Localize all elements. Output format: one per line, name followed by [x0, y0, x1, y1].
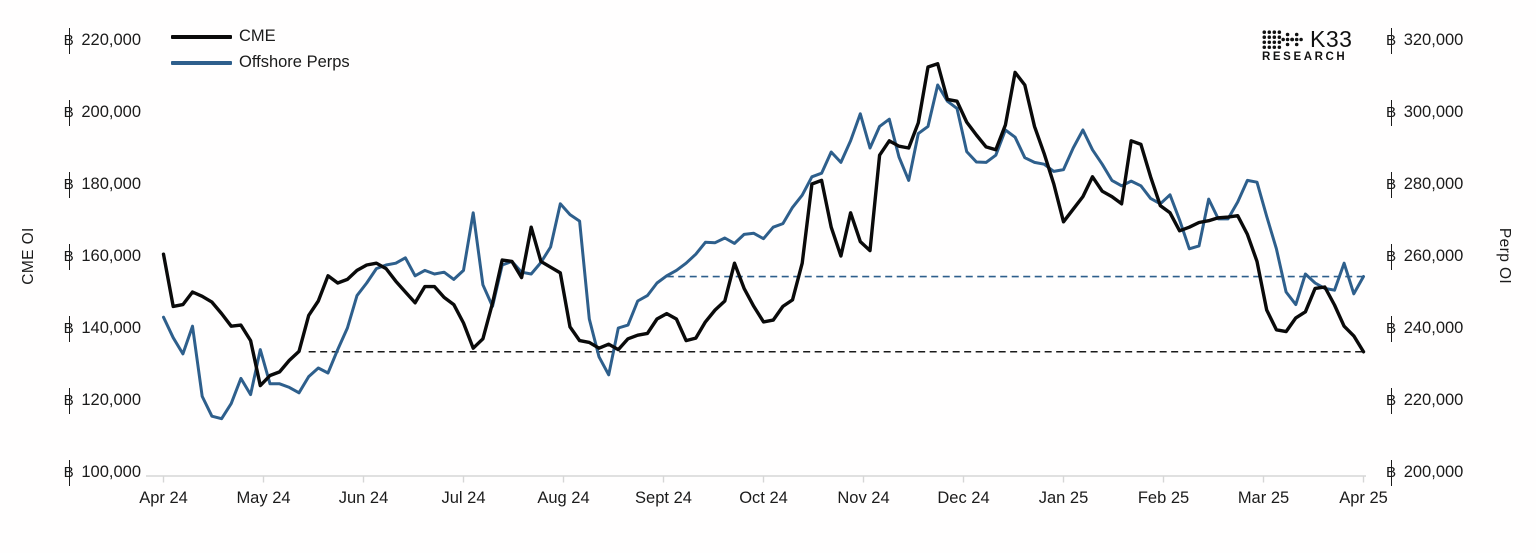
baht-currency-icon: B: [1386, 244, 1396, 270]
left-axis-title: CME OI: [20, 227, 37, 285]
legend-label: CME: [239, 27, 276, 45]
x-axis-tick-label: Feb 25: [1137, 489, 1190, 507]
k33-dots-icon: [1262, 29, 1303, 49]
baht-currency-icon: B: [64, 100, 74, 126]
x-axis-tick-label: Jul 24: [441, 489, 486, 507]
x-axis-tick-label: May 24: [236, 489, 291, 507]
legend-line-swatch: [171, 60, 232, 65]
legend-label: Offshore Perps: [239, 53, 350, 71]
left-axis-tick-label: B 160,000: [16, 244, 141, 270]
baht-currency-icon: B: [64, 172, 74, 198]
left-axis-tick-label: B 100,000: [16, 460, 141, 486]
left-axis-tick-label: B 140,000: [16, 316, 141, 342]
legend-item: Offshore Perps: [171, 52, 350, 73]
x-axis-tick-label: Jan 25: [1038, 489, 1089, 507]
right-axis-tick-label: B 200,000: [1386, 460, 1463, 486]
right-axis-tick-label: B 280,000: [1386, 172, 1463, 198]
x-axis-tick-label: Apr 24: [139, 489, 188, 507]
logo-sub-text: RESEARCH: [1262, 51, 1348, 63]
baht-currency-icon: B: [64, 460, 74, 486]
baht-currency-icon: B: [1386, 388, 1396, 414]
right-axis-tick-label: B 240,000: [1386, 316, 1463, 342]
x-axis-tick-label: Dec 24: [937, 489, 990, 507]
left-axis-tick-label: B 220,000: [16, 28, 141, 54]
left-axis-tick-label: B 120,000: [16, 388, 141, 414]
legend-item: CME: [171, 26, 350, 47]
left-axis-tick-label: B 200,000: [16, 100, 141, 126]
right-axis-tick-label: B 300,000: [1386, 100, 1463, 126]
x-axis-tick-label: Nov 24: [837, 489, 890, 507]
k33-research-logo: K33 RESEARCH: [1262, 27, 1352, 63]
legend: CME Offshore Perps: [171, 26, 350, 73]
x-axis-tick-label: Jun 24: [338, 489, 389, 507]
legend-line-swatch: [171, 34, 232, 39]
x-axis-tick-label: Oct 24: [739, 489, 788, 507]
offshore-perps-line: [162, 83, 1365, 421]
x-axis-tick-label: Mar 25: [1237, 489, 1290, 507]
baht-currency-icon: B: [64, 244, 74, 270]
baht-currency-icon: B: [1386, 100, 1396, 126]
baht-currency-icon: B: [64, 316, 74, 342]
baht-currency-icon: B: [64, 388, 74, 414]
x-axis-tick-label: Aug 24: [537, 489, 590, 507]
right-axis-tick-label: B 320,000: [1386, 28, 1463, 54]
baht-currency-icon: B: [1386, 316, 1396, 342]
baht-currency-icon: B: [64, 28, 74, 54]
right-axis-tick-label: B 260,000: [1386, 244, 1463, 270]
right-axis-tick-label: B 220,000: [1386, 388, 1463, 414]
logo-brand-text: K33: [1310, 26, 1353, 52]
left-axis-tick-label: B 180,000: [16, 172, 141, 198]
baht-currency-icon: B: [1386, 172, 1396, 198]
right-axis-title: Perp OI: [1496, 227, 1513, 285]
baht-currency-icon: B: [1386, 460, 1396, 486]
cme-line: [161, 62, 1366, 388]
baht-currency-icon: B: [1386, 28, 1396, 54]
x-axis-tick-label: Sept 24: [635, 489, 692, 507]
x-axis-tick-label: Apr 25: [1339, 489, 1388, 507]
